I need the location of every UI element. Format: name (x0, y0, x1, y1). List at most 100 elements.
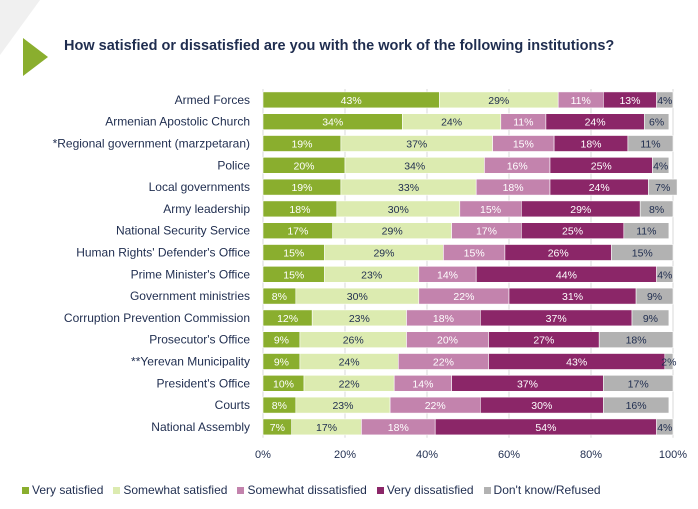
chart-title: How satisfied or dissatisfied are you wi… (64, 38, 615, 54)
category-label: Government ministries (130, 289, 250, 303)
data-label: 19% (291, 182, 312, 194)
category-label: National Security Service (116, 224, 250, 238)
data-label: 11% (640, 139, 660, 151)
legend-item: Don't know/Refused (483, 483, 601, 497)
category-label: President's Office (157, 376, 251, 390)
arrow-icon (23, 38, 48, 76)
x-tick-label: 0% (255, 449, 271, 461)
data-label: 30% (531, 400, 552, 412)
data-label: 18% (503, 182, 524, 194)
category-label: Prosecutor's Office (149, 333, 250, 347)
data-label: 44% (556, 269, 577, 281)
data-label: 25% (562, 226, 583, 238)
bar-segment (656, 265, 674, 283)
data-label: 29% (373, 248, 394, 260)
data-label: 9% (274, 335, 289, 347)
data-label: 8% (649, 204, 664, 216)
category-label: National Assembly (151, 420, 250, 434)
data-label: 29% (382, 226, 403, 238)
category-label: Armed Forces (175, 93, 250, 107)
data-label: 22% (453, 291, 474, 303)
data-label: 13% (619, 95, 640, 107)
data-label: 15% (464, 248, 485, 260)
data-label: 19% (291, 139, 312, 151)
legend-swatch (376, 486, 384, 494)
category-label: Corruption Prevention Commission (64, 311, 250, 325)
chart-legend: Very satisfied Somewhat satisfied Somewhat… (22, 483, 611, 497)
bar-segment (635, 287, 674, 305)
bar-segment (598, 331, 674, 349)
data-label: 22% (339, 378, 360, 390)
data-label: 24% (589, 182, 610, 194)
legend-swatch (483, 486, 491, 494)
legend-label: Don't know/Refused (493, 483, 601, 497)
category-label: *Regional government (marzpetaran) (53, 137, 250, 151)
bar-segment (602, 396, 670, 414)
data-label: 7% (270, 422, 285, 434)
data-label: 18% (626, 335, 647, 347)
category-label: Courts (215, 398, 250, 412)
data-label: 25% (591, 160, 612, 172)
bar-segment (656, 418, 674, 436)
data-label: 23% (361, 269, 382, 281)
data-label: 11% (513, 117, 533, 129)
data-label: 37% (406, 139, 427, 151)
data-label: 2% (661, 357, 676, 369)
category-label: **Yerevan Municipality (131, 355, 250, 369)
legend-item: Somewhat satisfied (113, 483, 227, 497)
legend-item: Very satisfied (22, 483, 103, 497)
data-label: 9% (647, 291, 662, 303)
data-label: 11% (571, 95, 591, 107)
data-label: 15% (480, 204, 501, 216)
category-label: Local governments (149, 180, 250, 194)
data-label: 4% (657, 422, 672, 434)
data-label: 23% (349, 313, 370, 325)
data-label: 43% (341, 95, 362, 107)
bar-segment (648, 178, 678, 196)
data-label: 14% (437, 269, 458, 281)
category-label: Human Rights' Defender's Office (76, 246, 250, 260)
legend-label: Very satisfied (32, 483, 104, 497)
data-label: 37% (517, 378, 538, 390)
data-label: 20% (293, 160, 314, 172)
bar-segment (623, 222, 670, 239)
bar-segment (602, 374, 674, 392)
category-label: Army leadership (163, 202, 250, 216)
data-label: 12% (277, 313, 298, 325)
data-label: 22% (433, 357, 454, 369)
data-label: 54% (535, 422, 556, 434)
x-tick-label: 100% (659, 449, 687, 461)
bar-segment (643, 113, 670, 130)
data-label: 17% (628, 378, 649, 390)
x-tick-label: 20% (334, 449, 356, 461)
data-label: 34% (322, 117, 343, 129)
data-label: 31% (562, 291, 583, 303)
data-label: 4% (657, 95, 672, 107)
data-label: 26% (343, 335, 364, 347)
data-label: 10% (273, 378, 294, 390)
legend-swatch (237, 486, 245, 494)
data-label: 16% (507, 160, 528, 172)
category-label: Police (217, 158, 250, 172)
data-label: 14% (412, 378, 433, 390)
legend-swatch (113, 486, 121, 494)
bar-segment (631, 309, 670, 327)
x-tick-label: 80% (580, 449, 602, 461)
data-label: 22% (425, 400, 446, 412)
bar-segment (652, 157, 670, 174)
data-label: 6% (649, 117, 664, 129)
bar-segment (611, 244, 674, 261)
data-label: 8% (272, 291, 287, 303)
data-label: 27% (533, 335, 554, 347)
data-label: 24% (339, 357, 360, 369)
data-label: 18% (433, 313, 454, 325)
data-label: 15% (632, 248, 653, 260)
legend-label: Somewhat satisfied (123, 483, 228, 497)
data-label: 7% (655, 182, 670, 194)
data-label: 17% (476, 226, 497, 238)
data-label: 4% (657, 269, 672, 281)
data-label: 29% (570, 204, 591, 216)
data-label: 8% (272, 400, 287, 412)
data-label: 29% (488, 95, 509, 107)
data-label: 33% (398, 182, 419, 194)
